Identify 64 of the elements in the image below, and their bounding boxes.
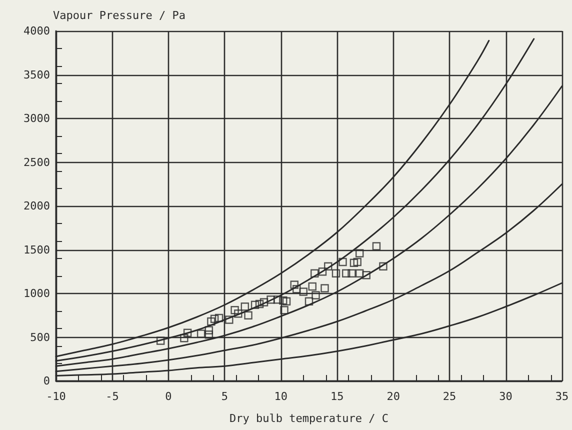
point <box>244 311 252 320</box>
y-tick-label: 3500 <box>24 68 50 82</box>
point <box>183 328 192 337</box>
x-tick-label: 35 <box>555 390 569 403</box>
y-tick-label: 1000 <box>24 287 50 300</box>
point <box>379 262 388 270</box>
point <box>204 330 214 339</box>
point <box>210 314 219 323</box>
y-axis-title: Vapour Pressure / Pa <box>53 9 186 22</box>
y-tick-label: 1500 <box>24 243 50 256</box>
point <box>280 306 288 314</box>
point <box>338 258 347 266</box>
point <box>350 258 358 267</box>
point <box>260 298 268 306</box>
x-tick-label: -5 <box>106 390 119 403</box>
point <box>282 297 291 306</box>
y-tick-label: 2500 <box>24 156 50 169</box>
x-tick-label: 20 <box>386 390 400 403</box>
point <box>279 296 288 305</box>
point <box>225 316 234 324</box>
point <box>266 296 275 304</box>
x-tick-label: 10 <box>274 390 288 403</box>
x-tick-label: 15 <box>330 390 344 403</box>
x-tick-label: 25 <box>442 390 456 403</box>
point <box>292 285 301 294</box>
y-tick-label: 2000 <box>24 200 50 212</box>
x-tick-label: -10 <box>46 390 66 403</box>
point <box>308 282 316 291</box>
x-axis-title: Dry bulb temperature / C <box>230 412 388 425</box>
point <box>156 336 165 345</box>
y-tick-label: 4000 <box>24 24 50 38</box>
point <box>362 271 370 280</box>
point <box>304 297 314 306</box>
point <box>273 296 282 304</box>
point <box>332 269 340 278</box>
y-tick-label: 0 <box>43 374 50 388</box>
point <box>214 314 224 322</box>
point <box>255 300 264 308</box>
point <box>320 284 329 292</box>
y-tick-label: 3000 <box>24 112 50 125</box>
point <box>356 249 364 258</box>
x-tick-label: 5 <box>221 390 228 403</box>
point <box>342 269 350 278</box>
point <box>250 300 260 309</box>
point <box>312 291 320 300</box>
point <box>310 269 319 278</box>
point <box>356 269 364 278</box>
x-tick-label: 0 <box>165 390 172 403</box>
point <box>324 262 332 270</box>
point <box>299 288 308 296</box>
point <box>230 306 239 314</box>
point <box>207 317 216 326</box>
x-tick-label: 30 <box>499 390 512 403</box>
y-tick-label: 500 <box>30 330 50 344</box>
point <box>372 242 381 250</box>
point <box>348 269 356 278</box>
point <box>353 258 362 266</box>
point <box>234 310 242 318</box>
point <box>204 326 214 334</box>
point <box>180 334 188 342</box>
point <box>196 330 206 338</box>
point <box>240 302 250 311</box>
point <box>290 280 298 289</box>
point <box>318 268 327 276</box>
